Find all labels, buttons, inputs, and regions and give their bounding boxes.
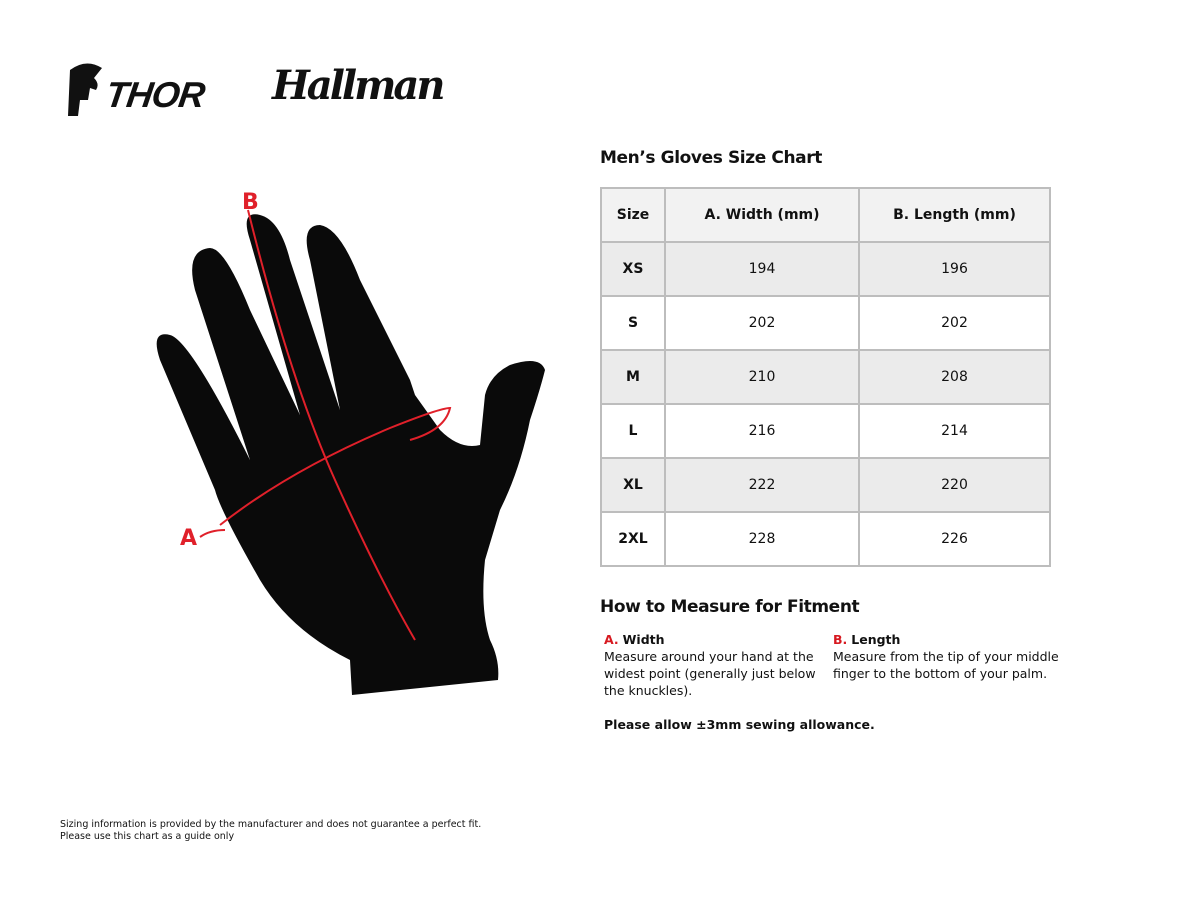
length-cell: 196	[858, 241, 1051, 297]
width-letter: A.	[604, 632, 619, 647]
thor-logo: THOR	[66, 60, 246, 120]
allowance-note: Please allow ±3mm sewing allowance.	[604, 717, 875, 732]
disclaimer: Sizing information is provided by the ma…	[60, 819, 481, 843]
hand-silhouette	[156, 214, 545, 695]
length-label: Length	[851, 632, 901, 647]
length-cell: 208	[858, 349, 1051, 405]
header-width: A. Width (mm)	[664, 187, 860, 243]
size-cell: M	[600, 349, 666, 405]
chart-title: Men’s Gloves Size Chart	[600, 148, 822, 168]
length-cell: 214	[858, 403, 1051, 459]
disclaimer-line-2: Please use this chart as a guide only	[60, 831, 235, 842]
size-cell: L	[600, 403, 666, 459]
label-b: B	[242, 190, 259, 215]
size-cell: XL	[600, 457, 666, 513]
table-row: M 210 208	[600, 349, 1051, 405]
header-length: B. Length (mm)	[858, 187, 1051, 243]
hallman-logo: Hallman	[272, 62, 445, 109]
width-cell: 202	[664, 295, 860, 351]
width-text: Measure around your hand at the widest p…	[604, 649, 816, 698]
length-text: Measure from the tip of your middle fing…	[833, 649, 1059, 681]
table-row: 2XL 228 226	[600, 511, 1051, 567]
width-cell: 228	[664, 511, 860, 567]
length-letter: B.	[833, 632, 848, 647]
measure-title: How to Measure for Fitment	[600, 597, 860, 617]
size-table: Size A. Width (mm) B. Length (mm) XS 194 1…	[600, 187, 1051, 567]
header-size: Size	[600, 187, 666, 243]
hand-diagram	[156, 209, 545, 695]
width-cell: 210	[664, 349, 860, 405]
header-row: Size A. Width (mm) B. Length (mm)	[600, 187, 1051, 243]
size-cell: XS	[600, 241, 666, 297]
table-row: XL 222 220	[600, 457, 1051, 513]
thor-helmet-icon	[68, 63, 102, 116]
width-cell: 216	[664, 403, 860, 459]
width-instructions: A. Width Measure around your hand at the…	[604, 631, 829, 699]
thor-wordmark: THOR	[103, 74, 207, 115]
length-cell: 226	[858, 511, 1051, 567]
width-label: Width	[622, 632, 665, 647]
width-ellipse	[219, 406, 452, 526]
length-cell: 220	[858, 457, 1051, 513]
size-cell: 2XL	[600, 511, 666, 567]
table-row: S 202 202	[600, 295, 1051, 351]
size-cell: S	[600, 295, 666, 351]
table-row: XS 194 196	[600, 241, 1051, 297]
label-a: A	[180, 526, 198, 551]
length-cell: 202	[858, 295, 1051, 351]
disclaimer-line-1: Sizing information is provided by the ma…	[60, 819, 482, 830]
width-cell: 194	[664, 241, 860, 297]
length-line	[247, 209, 416, 641]
width-cell: 222	[664, 457, 860, 513]
length-instructions: B. Length Measure from the tip of your m…	[833, 631, 1063, 682]
table-row: L 216 214	[600, 403, 1051, 459]
